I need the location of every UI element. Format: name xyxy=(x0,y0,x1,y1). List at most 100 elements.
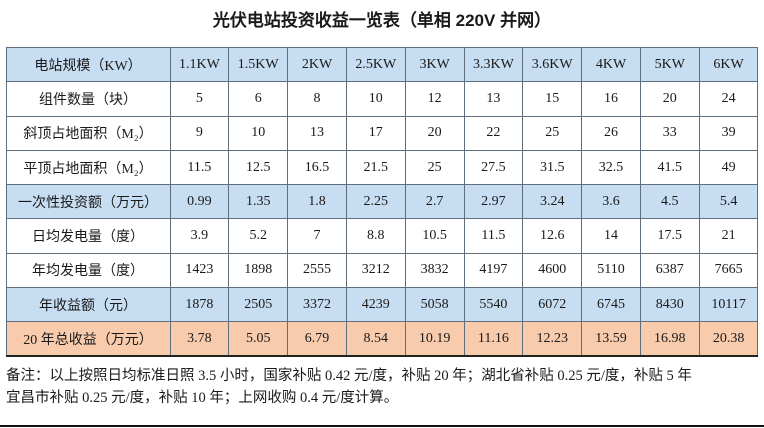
data-cell: 12 xyxy=(404,81,465,117)
data-cell: 3212 xyxy=(345,252,406,289)
data-cell: 1878 xyxy=(169,287,230,323)
table-row: 斜顶占地面积（M₂） 9 10 13 17 20 22 25 26 33 39 xyxy=(5,115,759,151)
data-cell: 3.78 xyxy=(169,321,230,357)
data-cell: 22 xyxy=(463,115,524,151)
data-cell: 2.25 xyxy=(345,184,406,220)
data-cell: 2555 xyxy=(287,252,347,289)
row-label-cell: 日均发电量（度） xyxy=(5,218,171,254)
data-cell: 6.79 xyxy=(287,321,347,357)
data-cell: 10117 xyxy=(698,287,759,323)
notes: 备注：以上按照日均标准日照 3.5 小时，国家补贴 0.42 元/度，补贴 20… xyxy=(6,365,758,409)
data-cell: 17 xyxy=(345,115,406,151)
table-row: 年均发电量（度） 1423 1898 2555 3212 3832 4197 4600 5110… xyxy=(5,252,759,289)
data-cell: 6072 xyxy=(522,287,583,323)
header-cell: 1.1KW xyxy=(169,46,230,83)
data-cell: 20.38 xyxy=(698,321,759,357)
investment-table: 电站规模（KW） 1.1KW 1.5KW 2KW 2.5KW 3KW 3.3KW 3.6KW 4… xyxy=(5,46,759,358)
data-cell: 8 xyxy=(287,81,347,117)
data-cell: 1.8 xyxy=(287,184,347,220)
notes-line-2: 宜昌市补贴 0.25 元/度，补贴 10 年；上网收购 0.4 元/度计算。 xyxy=(6,390,399,407)
data-cell: 4197 xyxy=(463,252,524,289)
data-cell: 16.5 xyxy=(287,149,347,186)
data-cell: 13 xyxy=(463,81,524,117)
data-cell: 3.6 xyxy=(581,184,641,220)
page-bottom-border xyxy=(0,425,764,427)
header-cell: 2KW xyxy=(287,46,347,83)
data-cell: 10.5 xyxy=(404,218,465,254)
table-row: 平顶占地面积（M₂） 11.5 12.5 16.5 21.5 25 27.5 31.5 32.5… xyxy=(5,149,759,186)
table-header-row: 电站规模（KW） 1.1KW 1.5KW 2KW 2.5KW 3KW 3.3KW 3.6KW 4… xyxy=(5,46,759,83)
data-cell: 7665 xyxy=(698,252,759,289)
data-cell: 10 xyxy=(228,115,289,151)
header-cell: 2.5KW xyxy=(345,46,406,83)
data-cell: 11.5 xyxy=(169,149,230,186)
data-cell: 24 xyxy=(698,81,759,117)
data-cell: 9 xyxy=(169,115,230,151)
data-cell: 12.6 xyxy=(522,218,583,254)
data-cell: 31.5 xyxy=(522,149,583,186)
data-cell: 16.98 xyxy=(639,321,700,357)
row-label-cell: 一次性投资额（万元） xyxy=(5,184,171,220)
data-cell: 5 xyxy=(169,81,230,117)
data-cell: 5110 xyxy=(581,252,641,289)
header-cell: 3.6KW xyxy=(522,46,583,83)
row-label-cell: 20 年总收益（万元） xyxy=(5,321,171,357)
data-cell: 13 xyxy=(287,115,347,151)
data-cell: 11.5 xyxy=(463,218,524,254)
data-cell: 25 xyxy=(404,149,465,186)
data-cell: 8.54 xyxy=(345,321,406,357)
data-cell: 1898 xyxy=(228,252,289,289)
data-cell: 5.4 xyxy=(698,184,759,220)
data-cell: 6 xyxy=(228,81,289,117)
data-cell: 20 xyxy=(404,115,465,151)
data-cell: 7 xyxy=(287,218,347,254)
row-label-cell: 组件数量（块） xyxy=(5,81,171,117)
data-cell: 32.5 xyxy=(581,149,641,186)
data-cell: 4239 xyxy=(345,287,406,323)
data-cell: 12.5 xyxy=(228,149,289,186)
header-cell: 3KW xyxy=(404,46,465,83)
data-cell: 11.16 xyxy=(463,321,524,357)
data-cell: 2.97 xyxy=(463,184,524,220)
row-label-cell: 年均发电量（度） xyxy=(5,252,171,289)
data-cell: 8430 xyxy=(639,287,700,323)
row-label-cell: 平顶占地面积（M₂） xyxy=(5,149,171,186)
data-cell: 14 xyxy=(581,218,641,254)
table-row: 日均发电量（度） 3.9 5.2 7 8.8 10.5 11.5 12.6 14 17.5 21 xyxy=(5,218,759,254)
data-cell: 20 xyxy=(639,81,700,117)
data-cell: 1423 xyxy=(169,252,230,289)
header-cell: 5KW xyxy=(639,46,700,83)
data-cell: 3372 xyxy=(287,287,347,323)
data-cell: 8.8 xyxy=(345,218,406,254)
data-cell: 49 xyxy=(698,149,759,186)
data-cell: 5.2 xyxy=(228,218,289,254)
data-cell: 4600 xyxy=(522,252,583,289)
data-cell: 10 xyxy=(345,81,406,117)
row-label-cell: 斜顶占地面积（M₂） xyxy=(5,115,171,151)
data-cell: 4.5 xyxy=(639,184,700,220)
data-cell: 12.23 xyxy=(522,321,583,357)
table-row: 20 年总收益（万元） 3.78 5.05 6.79 8.54 10.19 11.16 12.… xyxy=(5,321,759,357)
data-cell: 5540 xyxy=(463,287,524,323)
data-cell: 0.99 xyxy=(169,184,230,220)
data-cell: 13.59 xyxy=(581,321,641,357)
data-cell: 33 xyxy=(639,115,700,151)
data-cell: 21 xyxy=(698,218,759,254)
table-row: 一次性投资额（万元） 0.99 1.35 1.8 2.25 2.7 2.97 3.24 3.6 4… xyxy=(5,184,759,220)
data-cell: 3.24 xyxy=(522,184,583,220)
data-cell: 1.35 xyxy=(228,184,289,220)
data-cell: 16 xyxy=(581,81,641,117)
data-cell: 6387 xyxy=(639,252,700,289)
header-cell: 3.3KW xyxy=(463,46,524,83)
data-cell: 39 xyxy=(698,115,759,151)
row-label-cell: 电站规模（KW） xyxy=(5,46,171,83)
row-label-cell: 年收益额（元） xyxy=(5,287,171,323)
notes-line-1: 备注：以上按照日均标准日照 3.5 小时，国家补贴 0.42 元/度，补贴 20… xyxy=(6,368,692,385)
table-row: 组件数量（块） 5 6 8 10 12 13 15 16 20 24 xyxy=(5,81,759,117)
header-cell: 1.5KW xyxy=(228,46,289,83)
data-cell: 10.19 xyxy=(404,321,465,357)
data-cell: 17.5 xyxy=(639,218,700,254)
data-cell: 5.05 xyxy=(228,321,289,357)
data-cell: 27.5 xyxy=(463,149,524,186)
data-cell: 5058 xyxy=(404,287,465,323)
